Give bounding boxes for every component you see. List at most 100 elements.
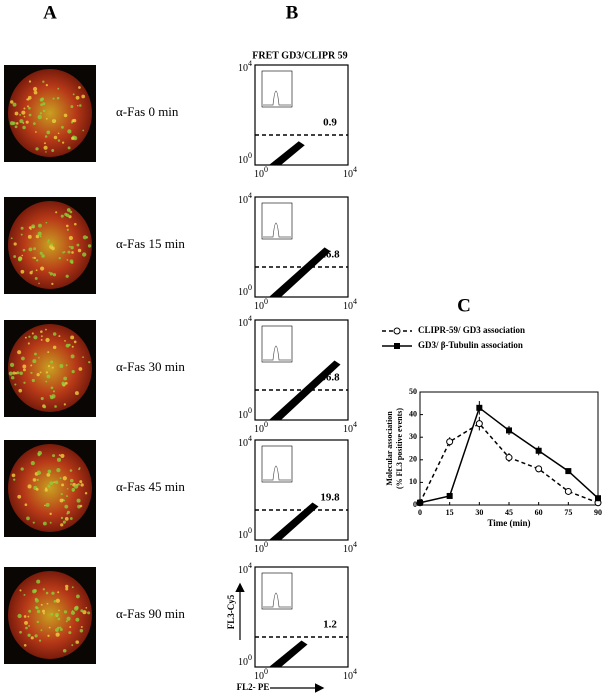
speckle [78, 468, 81, 471]
speckle [80, 625, 83, 628]
speckle [58, 609, 60, 612]
speckle [42, 612, 45, 615]
speckle [26, 516, 30, 521]
speckle [42, 588, 46, 591]
speckle [59, 477, 62, 480]
speckle [69, 210, 73, 214]
axis-label: FL3-Cy5 [226, 594, 236, 629]
speckle [41, 609, 46, 613]
tick-exp: 4 [248, 434, 252, 443]
flow-plot [254, 196, 349, 298]
speckle [36, 609, 41, 614]
speckle [38, 223, 42, 228]
speckle [17, 257, 22, 262]
speckle [70, 335, 75, 340]
speckle [35, 606, 39, 610]
tick-exp: 0 [264, 165, 268, 174]
speckle [51, 366, 54, 369]
tick-base: 10 [238, 410, 248, 421]
speckle [32, 359, 37, 364]
y-tick-label: 10 [409, 477, 417, 486]
speckle [71, 586, 74, 589]
speckle [65, 584, 69, 589]
panel-title: FRET GD3/CLIPR 59 [252, 50, 347, 61]
speckle [42, 521, 47, 526]
tick-base: 10 [238, 530, 248, 541]
speckle [24, 503, 28, 507]
inset [261, 572, 293, 610]
speckle [63, 499, 66, 502]
speckle [55, 598, 60, 603]
speckle [49, 521, 52, 524]
speckle [46, 473, 51, 477]
speckle [57, 87, 60, 90]
speckle [13, 478, 16, 481]
x-tick-label: 60 [535, 508, 543, 517]
speckle [23, 107, 26, 110]
speckle [63, 403, 66, 406]
speckle [64, 516, 69, 521]
inset [261, 445, 293, 483]
speckle [45, 371, 49, 374]
speckle [39, 235, 42, 238]
speckle [25, 120, 29, 124]
legend-label: CLIPR-59/ GD3 association [418, 325, 525, 335]
speckle [37, 114, 42, 120]
speckle [42, 109, 46, 113]
speckle [75, 95, 80, 100]
speckle [80, 483, 84, 487]
speckle [22, 248, 26, 252]
speckle [58, 454, 61, 456]
tick-label: 104 [238, 561, 252, 576]
tick-exp: 0 [264, 420, 268, 429]
speckle [66, 228, 70, 231]
x-tick-label: 0 [418, 508, 422, 517]
speckle [66, 616, 71, 621]
row-label: α-Fas 45 min [116, 479, 185, 494]
speckle [35, 487, 39, 491]
speckle [24, 620, 28, 625]
speckle [29, 271, 33, 275]
speckle [76, 243, 80, 247]
marker [446, 438, 454, 446]
panel-label: B [286, 2, 299, 23]
speckle [28, 335, 31, 338]
marker [394, 343, 400, 349]
speckle [65, 224, 69, 228]
speckle [20, 233, 23, 236]
speckle [39, 112, 43, 115]
tick-base: 10 [254, 671, 264, 682]
speckle [42, 102, 46, 106]
speckle [27, 484, 32, 489]
speckle [62, 476, 67, 481]
speckle [60, 214, 64, 218]
speckle [28, 226, 32, 230]
speckle [30, 460, 35, 466]
cell [8, 69, 92, 157]
speckle [46, 130, 51, 135]
speckle [17, 613, 22, 619]
speckle [34, 352, 37, 356]
speckle [48, 271, 51, 274]
speckle [49, 512, 52, 516]
tick-base: 10 [238, 287, 248, 298]
speckle [38, 639, 42, 642]
tick-base: 10 [254, 169, 264, 180]
speckle [87, 611, 91, 615]
speckle [68, 245, 71, 248]
speckle [13, 255, 17, 258]
speckle [42, 80, 45, 83]
speckle [50, 612, 54, 616]
speckle [43, 142, 46, 145]
x-tick-label: 75 [564, 508, 572, 517]
speckle [23, 115, 26, 118]
speckle [75, 594, 80, 599]
speckle [35, 147, 39, 151]
speckle [41, 254, 45, 258]
speckle [47, 634, 50, 637]
speckle [52, 332, 57, 336]
speckle [14, 125, 18, 129]
inset-peak [263, 345, 291, 361]
tick-label: 104 [343, 540, 357, 555]
speckle [9, 121, 15, 126]
